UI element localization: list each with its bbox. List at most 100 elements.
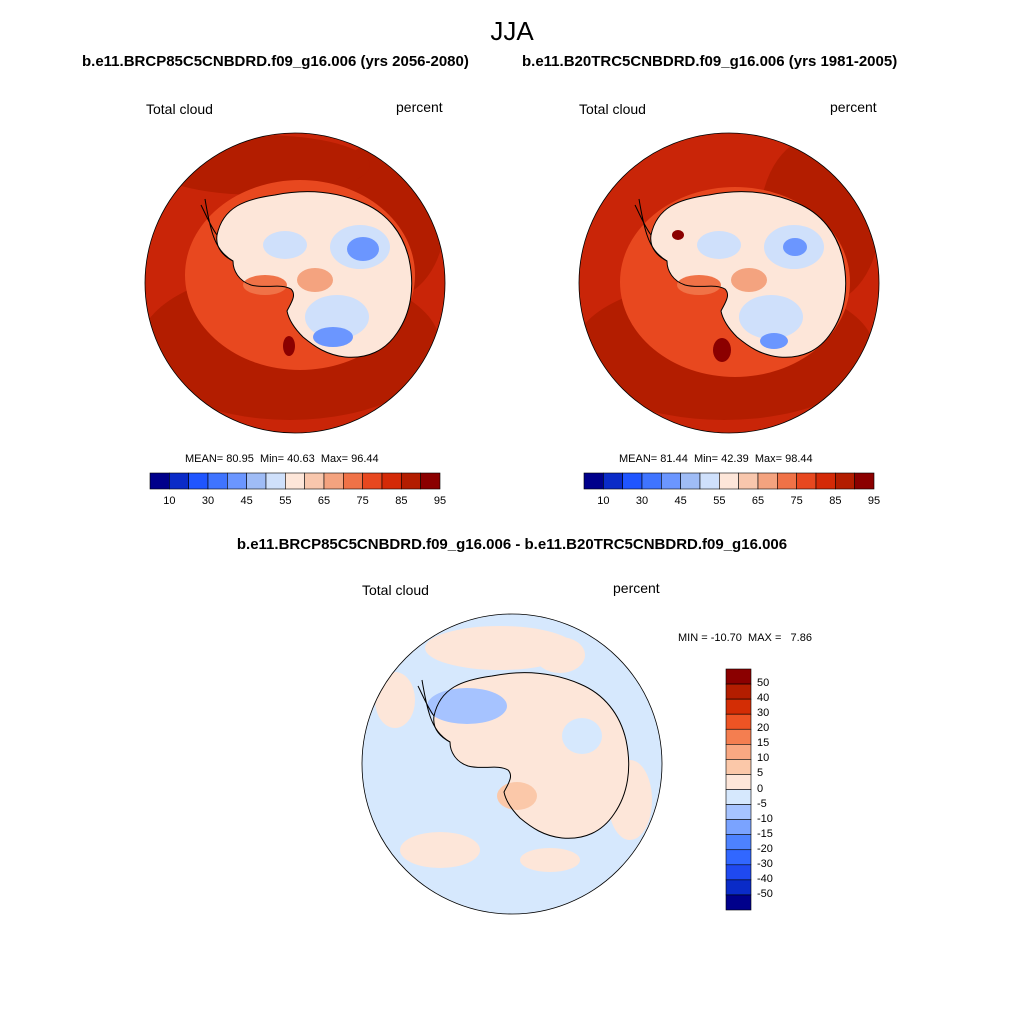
difference-title: b.e11.BRCP85C5CNBDRD.f09_g16.006 - b.e11…	[236, 536, 788, 553]
panel1-max-label: Max=	[320, 453, 349, 465]
colorbar-box	[304, 472, 325, 490]
panel3-units-label: percent	[613, 580, 660, 596]
colorbar-box	[169, 472, 189, 490]
colorbar-tick-label: 75	[790, 495, 803, 507]
season-title: JJA	[490, 16, 534, 46]
colorbar-box	[725, 834, 752, 851]
colorbar-box	[725, 849, 752, 866]
colorbar-tick-label: -30	[757, 857, 773, 870]
colorbar-box	[738, 472, 759, 490]
panel1-min-value: 40.63	[287, 453, 315, 465]
panel2-colorbar	[583, 472, 875, 490]
colorbar-tick-label: 85	[829, 495, 842, 507]
panel3-stats: MIN = -10.70 MAX = 7.86	[678, 632, 812, 644]
panel2-map	[579, 133, 879, 433]
panel2-min-value: 42.39	[721, 453, 749, 465]
panel3-variable-label: Total cloud	[362, 582, 429, 598]
colorbar-box	[207, 472, 228, 490]
colorbar-tick-label: 85	[395, 495, 408, 507]
colorbar-box	[757, 472, 778, 490]
panel3-max-label: MAX =	[748, 632, 782, 644]
colorbar-box	[725, 864, 752, 881]
colorbar-box	[246, 472, 267, 490]
colorbar-box	[725, 894, 752, 911]
panel2-max-value: 98.44	[785, 453, 813, 465]
colorbar-box	[725, 879, 752, 896]
colorbar-box	[835, 472, 855, 490]
colorbar-tick-label: 0	[757, 782, 764, 795]
panel2-variable-label: Total cloud	[579, 101, 646, 117]
colorbar-box	[343, 472, 363, 490]
colorbar-box	[401, 472, 421, 490]
colorbar-box	[725, 744, 752, 760]
panel2-units-label: percent	[830, 99, 877, 115]
panel1-colorbar	[149, 472, 441, 490]
colorbar-tick-label: 65	[317, 495, 331, 507]
panel1-mean-value: 80.95	[226, 453, 254, 465]
colorbar-tick-label: 20	[757, 722, 770, 735]
colorbar-box	[661, 472, 681, 490]
colorbar-tick-label: 55	[713, 495, 726, 507]
colorbar-box	[622, 472, 643, 490]
colorbar-box	[725, 789, 752, 805]
colorbar-box	[641, 472, 662, 490]
colorbar-box	[725, 713, 752, 730]
colorbar-box	[725, 774, 752, 790]
colorbar-box	[796, 472, 817, 490]
panel1-variable-label: Total cloud	[146, 101, 213, 117]
colorbar-tick-label: 45	[674, 495, 687, 507]
colorbar-box	[188, 472, 209, 490]
colorbar-tick-label: -15	[757, 827, 773, 840]
panel1-units-label: percent	[396, 99, 443, 115]
panel3-max-value: 7.86	[790, 632, 812, 644]
colorbar-box	[725, 819, 752, 835]
colorbar-tick-label: 10	[163, 495, 176, 507]
colorbar-box	[854, 472, 875, 490]
colorbar-tick-label: 30	[757, 707, 770, 720]
colorbar-box	[699, 472, 720, 490]
panel2-stats: MEAN= 81.44 Min= 42.39 Max= 98.44	[619, 453, 813, 465]
colorbar-box	[725, 759, 752, 775]
colorbar-box	[777, 472, 797, 490]
colorbar-box	[149, 472, 170, 490]
colorbar-box	[725, 698, 752, 715]
top-left-case-title: b.e11.BRCP85C5CNBDRD.f09_g16.006 (yrs 20…	[82, 53, 469, 70]
colorbar-tick-label: -50	[757, 887, 773, 900]
colorbar-box	[725, 683, 752, 700]
colorbar-tick-label: 55	[279, 495, 292, 507]
panel3-min-value: -10.70	[710, 632, 742, 644]
panel1-mean-label: MEAN=	[185, 453, 224, 465]
colorbar-tick-label: -40	[757, 872, 773, 885]
panel2-mean-label: MEAN=	[619, 453, 658, 465]
colorbar-tick-label: 30	[201, 495, 215, 507]
colorbar-box	[227, 472, 247, 490]
panel1-min-label: Min=	[259, 453, 285, 465]
colorbar-tick-label: 75	[356, 495, 369, 507]
colorbar-tick-label: 95	[867, 495, 881, 507]
colorbar-tick-label: -5	[757, 797, 767, 810]
colorbar-tick-label: -20	[757, 842, 773, 855]
colorbar-tick-label: 5	[757, 767, 764, 780]
colorbar-tick-label: 95	[433, 495, 447, 507]
panel2-mean-value: 81.44	[660, 453, 688, 465]
colorbar-tick-label: 50	[757, 677, 770, 690]
panel3-colorbar	[725, 668, 752, 911]
colorbar-box	[725, 728, 752, 745]
colorbar-box	[725, 668, 752, 685]
panel1-map	[145, 133, 445, 433]
colorbar-tick-label: 15	[757, 737, 770, 750]
colorbar-tick-label: -10	[757, 812, 773, 825]
panel3-map	[362, 614, 662, 914]
colorbar-box	[265, 472, 286, 490]
colorbar-box	[362, 472, 383, 490]
colorbar-box	[603, 472, 623, 490]
colorbar-box	[420, 472, 441, 490]
colorbar-box	[815, 472, 836, 490]
panel2-max-label: Max=	[754, 453, 783, 465]
colorbar-box	[680, 472, 701, 490]
panel3-min-label: MIN =	[678, 632, 708, 644]
panel1-stats: MEAN= 80.95 Min= 40.63 Max= 96.44	[185, 453, 379, 465]
colorbar-tick-label: 30	[635, 495, 649, 507]
panel2-min-label: Min=	[693, 453, 719, 465]
